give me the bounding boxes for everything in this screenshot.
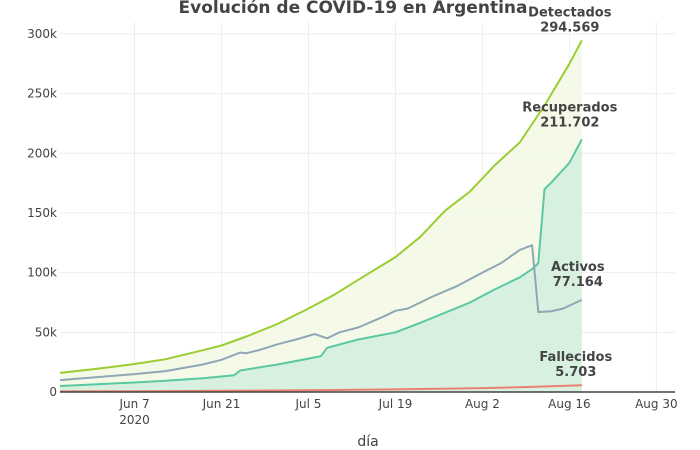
- detectados-annotation-value: 294.569: [540, 20, 599, 35]
- detectados-area: [60, 40, 582, 393]
- detectados-annotation-name: Detectados: [528, 5, 612, 20]
- x-tick-label: Jul 19: [378, 397, 413, 411]
- tick-layer: 0 50k 100k 150k 200k 250k 300k Jun 7 2020 Jun 21 J…: [27, 27, 677, 427]
- y-tick-label: 100k: [27, 266, 57, 280]
- y-tick-label: 300k: [27, 27, 57, 41]
- chart-title: Evolución de COVID-19 en Argentina: [179, 0, 528, 18]
- y-tick-label: 50k: [35, 325, 57, 339]
- y-tick-label: 150k: [27, 206, 57, 220]
- activos-annotation-value: 77.164: [553, 275, 603, 290]
- fallecidos-line: [59, 384, 582, 393]
- x-tick-label: Jun 21: [202, 397, 241, 411]
- x-tick-label: Aug 16: [548, 397, 591, 411]
- x-tick-label: Jun 7: [118, 397, 149, 411]
- x-tick-sublabel: 2020: [119, 413, 150, 427]
- fallecidos-annotation-value: 5.703: [555, 365, 596, 380]
- activos-line: [59, 244, 583, 382]
- recuperados-line: [59, 138, 583, 387]
- x-axis-title: día: [357, 434, 378, 450]
- x-tick-label: Jul 5: [295, 397, 322, 411]
- line-layer: [59, 39, 583, 393]
- fallecidos-annotation-name: Fallecidos: [539, 350, 612, 365]
- area-layer: [60, 40, 582, 393]
- x-tick-label: Aug 2: [465, 397, 500, 411]
- recuperados-annotation-value: 211.702: [540, 115, 599, 130]
- x-tick-label: Aug 30: [635, 397, 678, 411]
- activos-annotation-name: Activos: [551, 260, 605, 275]
- recuperados-annotation-name: Recuperados: [522, 100, 617, 115]
- y-tick-label: 250k: [27, 87, 57, 101]
- y-tick-label: 0: [49, 385, 57, 399]
- y-tick-label: 200k: [27, 146, 57, 160]
- detectados-line: [59, 39, 583, 374]
- recuperados-area: [60, 139, 582, 392]
